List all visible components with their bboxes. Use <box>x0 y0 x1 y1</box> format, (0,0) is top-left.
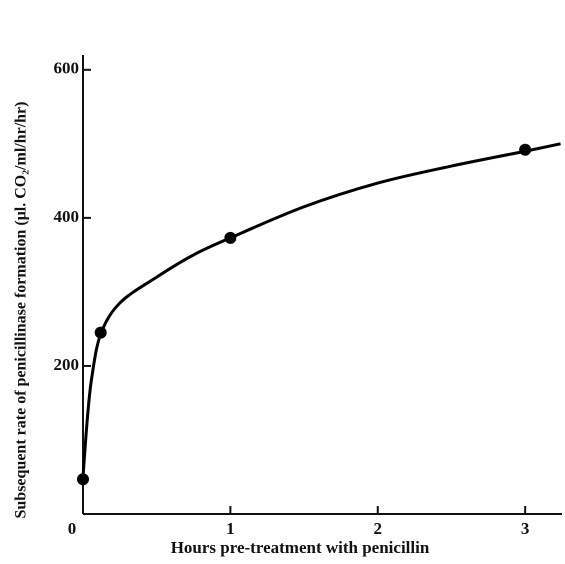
fit-curve <box>81 142 561 478</box>
data-point <box>77 473 89 486</box>
y-tick-label: 400 <box>54 207 80 226</box>
y-axis-label: Subsequent rate of penicillinase formati… <box>13 102 30 519</box>
data-point <box>519 143 532 156</box>
x-tick-label: 2 <box>374 519 383 538</box>
y-tick-label: 600 <box>54 59 80 78</box>
data-point <box>224 231 237 244</box>
x-axis-label: Hours pre-treatment with penicillin <box>171 538 430 557</box>
y-tick-label: 200 <box>54 355 80 374</box>
data-point <box>94 326 107 339</box>
x-tick-label: 3 <box>521 519 530 538</box>
x-tick-label: 1 <box>226 519 235 538</box>
x-tick-label: 0 <box>68 519 77 538</box>
